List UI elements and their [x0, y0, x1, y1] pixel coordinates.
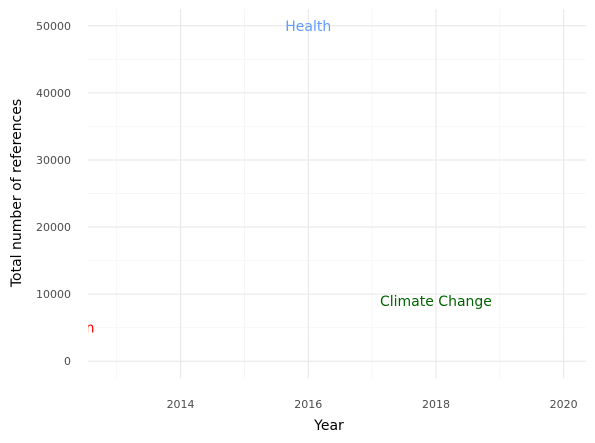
- y-tick-label: 30000: [36, 154, 71, 167]
- y-axis-title: Total number of references: [9, 99, 25, 288]
- x-tick-labels: 2014 2016 2018 2020: [167, 398, 578, 411]
- y-tick-label: 50000: [36, 20, 71, 33]
- annotations: Health Climate Change Intersection: [11, 19, 492, 337]
- annotation-label: Climate Change: [380, 294, 492, 310]
- y-tick-label: 40000: [36, 87, 71, 100]
- y-tick-label: 20000: [36, 221, 71, 234]
- x-tick-label: 2016: [294, 398, 322, 411]
- annotation-label: Intersection: [11, 321, 94, 337]
- y-tick-label: 0: [64, 355, 71, 368]
- x-tick-label: 2018: [422, 398, 450, 411]
- minor-gridlines: [88, 9, 586, 378]
- y-tick-label: 10000: [36, 288, 71, 301]
- x-tick-label: 2020: [550, 398, 578, 411]
- y-tick-labels: 0 10000 20000 30000 40000 50000: [36, 20, 71, 368]
- annotation-label: Health: [285, 19, 331, 35]
- major-gridlines: [88, 9, 586, 378]
- x-tick-label: 2014: [167, 398, 195, 411]
- x-axis-title: Year: [313, 418, 344, 434]
